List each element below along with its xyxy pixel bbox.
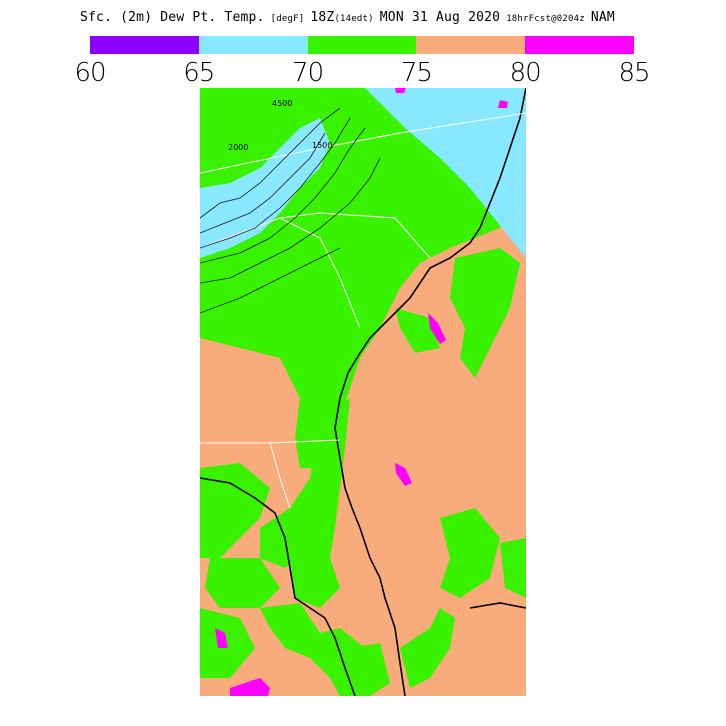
elevation-contours — [200, 107, 381, 314]
legend-swatch — [90, 36, 199, 54]
title-model: NAM — [590, 10, 615, 25]
legend-swatch — [416, 36, 526, 54]
title-local-time: (14edt) — [334, 14, 374, 24]
region-80-85 — [215, 88, 508, 696]
state-borders — [200, 112, 526, 509]
legend-swatch — [198, 36, 308, 54]
title-units: [degF] — [270, 14, 305, 24]
legend-label: 75 — [400, 58, 433, 88]
legend-label: 65 — [183, 58, 215, 88]
contour-label: 1500 — [312, 141, 332, 150]
title-date: MON 31 Aug 2020 — [379, 10, 501, 25]
title-time: 18Z — [310, 10, 335, 25]
color-legend — [90, 36, 634, 54]
legend-label: 85 — [618, 58, 650, 88]
coastline — [200, 88, 526, 696]
map-title: Sfc. (2m) Dew Pt. Temp. [degF] 18Z(14edt) M… — [80, 10, 700, 25]
map-canvas: 4500 1500 2000 — [200, 88, 526, 696]
legend-swatch — [307, 36, 417, 54]
dewpoint-map: 4500 1500 2000 — [200, 88, 526, 696]
color-legend-labels: 60 65 70 75 80 85 — [74, 58, 650, 88]
title-forecast: 18hrFcst@0204z — [506, 14, 585, 24]
legend-swatch — [525, 36, 634, 54]
legend-label: 70 — [292, 58, 324, 88]
contour-label: 4500 — [272, 99, 292, 108]
legend-label: 60 — [74, 58, 106, 88]
contour-labels: 4500 1500 2000 — [228, 99, 332, 152]
contour-label: 2000 — [228, 143, 248, 152]
legend-label: 80 — [509, 58, 542, 88]
title-field: Sfc. (2m) Dew Pt. Temp. — [80, 10, 265, 25]
